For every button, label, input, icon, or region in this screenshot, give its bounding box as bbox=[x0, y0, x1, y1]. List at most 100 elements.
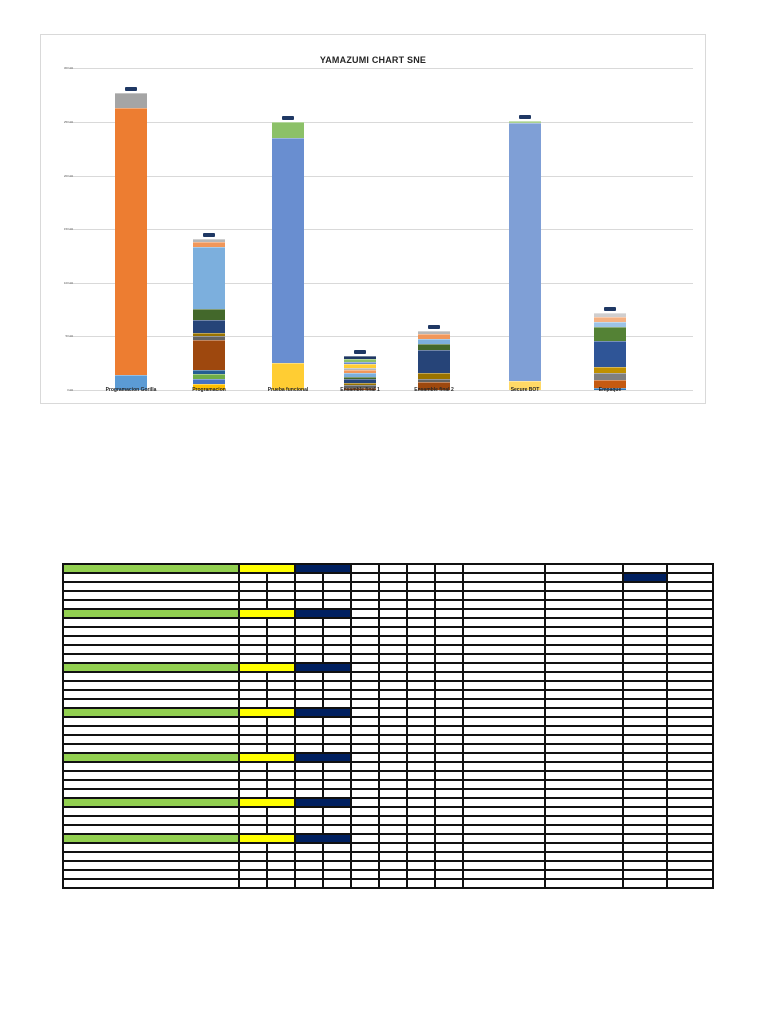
table-cell bbox=[406, 680, 436, 691]
table-cell bbox=[434, 653, 464, 664]
table-cell bbox=[434, 860, 464, 871]
table-cell bbox=[666, 761, 714, 772]
table-row bbox=[62, 626, 714, 637]
bar-segment bbox=[344, 382, 376, 385]
table-cell bbox=[666, 806, 714, 817]
table-cell bbox=[622, 716, 668, 727]
table-cell bbox=[666, 770, 714, 781]
bar-segment bbox=[115, 93, 147, 109]
table-cell bbox=[350, 608, 380, 619]
table-cell bbox=[266, 590, 296, 601]
bar-segment bbox=[418, 343, 450, 351]
table-cell bbox=[622, 824, 668, 835]
table-row bbox=[62, 842, 714, 853]
table-cell bbox=[462, 581, 546, 592]
table-cell bbox=[622, 770, 668, 781]
table-cell bbox=[666, 869, 714, 880]
table-cell bbox=[434, 572, 464, 583]
table-cell bbox=[266, 842, 296, 853]
table-cell bbox=[622, 869, 668, 880]
table-cell bbox=[462, 698, 546, 709]
table-cell bbox=[462, 599, 546, 610]
table-cell bbox=[266, 770, 296, 781]
table-cell bbox=[666, 689, 714, 700]
table-cell bbox=[238, 761, 268, 772]
table-cell bbox=[378, 671, 408, 682]
bar-segment bbox=[193, 320, 225, 334]
table-cell bbox=[544, 671, 624, 682]
table-cell bbox=[294, 725, 324, 736]
table-cell bbox=[462, 743, 546, 754]
table-cell bbox=[378, 725, 408, 736]
table-cell bbox=[378, 734, 408, 745]
table-cell bbox=[378, 779, 408, 790]
table-cell bbox=[462, 869, 546, 880]
table-row bbox=[62, 806, 714, 817]
table-cell bbox=[378, 608, 408, 619]
table-cell bbox=[544, 563, 624, 574]
bar-segment bbox=[344, 355, 376, 359]
table-cell bbox=[622, 851, 668, 862]
table-cell bbox=[378, 842, 408, 853]
table-cell bbox=[544, 716, 624, 727]
table-cell bbox=[434, 797, 464, 808]
bar-segment bbox=[418, 334, 450, 339]
table-cell bbox=[434, 698, 464, 709]
table-cell bbox=[62, 680, 240, 691]
table-cell bbox=[322, 743, 352, 754]
table-cell bbox=[322, 761, 352, 772]
table-cell bbox=[622, 815, 668, 826]
table-cell bbox=[666, 653, 714, 664]
table-cell bbox=[62, 878, 240, 889]
table-cell bbox=[350, 653, 380, 664]
bar-segment bbox=[193, 369, 225, 374]
table-cell bbox=[406, 716, 436, 727]
table-cell bbox=[350, 680, 380, 691]
table-cell bbox=[462, 815, 546, 826]
bar-segment bbox=[509, 120, 541, 124]
table-cell bbox=[378, 635, 408, 646]
table-cell bbox=[238, 851, 268, 862]
table-row bbox=[62, 698, 714, 709]
table-cell bbox=[406, 779, 436, 790]
table-cell bbox=[266, 581, 296, 592]
table-cell bbox=[406, 833, 436, 844]
table-cell bbox=[378, 770, 408, 781]
table-cell bbox=[350, 590, 380, 601]
table-cell bbox=[666, 734, 714, 745]
table-cell bbox=[462, 608, 546, 619]
bar-segment bbox=[344, 387, 376, 390]
table-cell bbox=[434, 824, 464, 835]
table-cell bbox=[622, 860, 668, 871]
bar-segment bbox=[193, 247, 225, 309]
table-cell bbox=[238, 878, 268, 889]
table-cell bbox=[462, 572, 546, 583]
table-cell bbox=[666, 626, 714, 637]
table-cell bbox=[294, 590, 324, 601]
table-cell bbox=[350, 662, 380, 673]
table-cell bbox=[434, 806, 464, 817]
bar-segment bbox=[344, 377, 376, 380]
table-cell bbox=[434, 752, 464, 763]
table-cell bbox=[238, 608, 296, 619]
table-cell bbox=[294, 797, 352, 808]
table-cell bbox=[622, 707, 668, 718]
table-cell bbox=[434, 635, 464, 646]
table-cell bbox=[434, 671, 464, 682]
table-cell bbox=[238, 599, 268, 610]
table-row bbox=[62, 770, 714, 781]
table-cell bbox=[62, 761, 240, 772]
table-cell bbox=[322, 680, 352, 691]
bar-segment bbox=[418, 372, 450, 380]
bar-segment bbox=[193, 373, 225, 380]
table-cell bbox=[62, 797, 240, 808]
table-cell bbox=[238, 833, 296, 844]
table-cell bbox=[544, 851, 624, 862]
table-cell bbox=[434, 626, 464, 637]
bar-segment bbox=[418, 338, 450, 344]
table-cell bbox=[322, 734, 352, 745]
table-cell bbox=[462, 716, 546, 727]
table-cell bbox=[322, 653, 352, 664]
table-cell bbox=[350, 833, 380, 844]
bar-segment bbox=[418, 350, 450, 373]
